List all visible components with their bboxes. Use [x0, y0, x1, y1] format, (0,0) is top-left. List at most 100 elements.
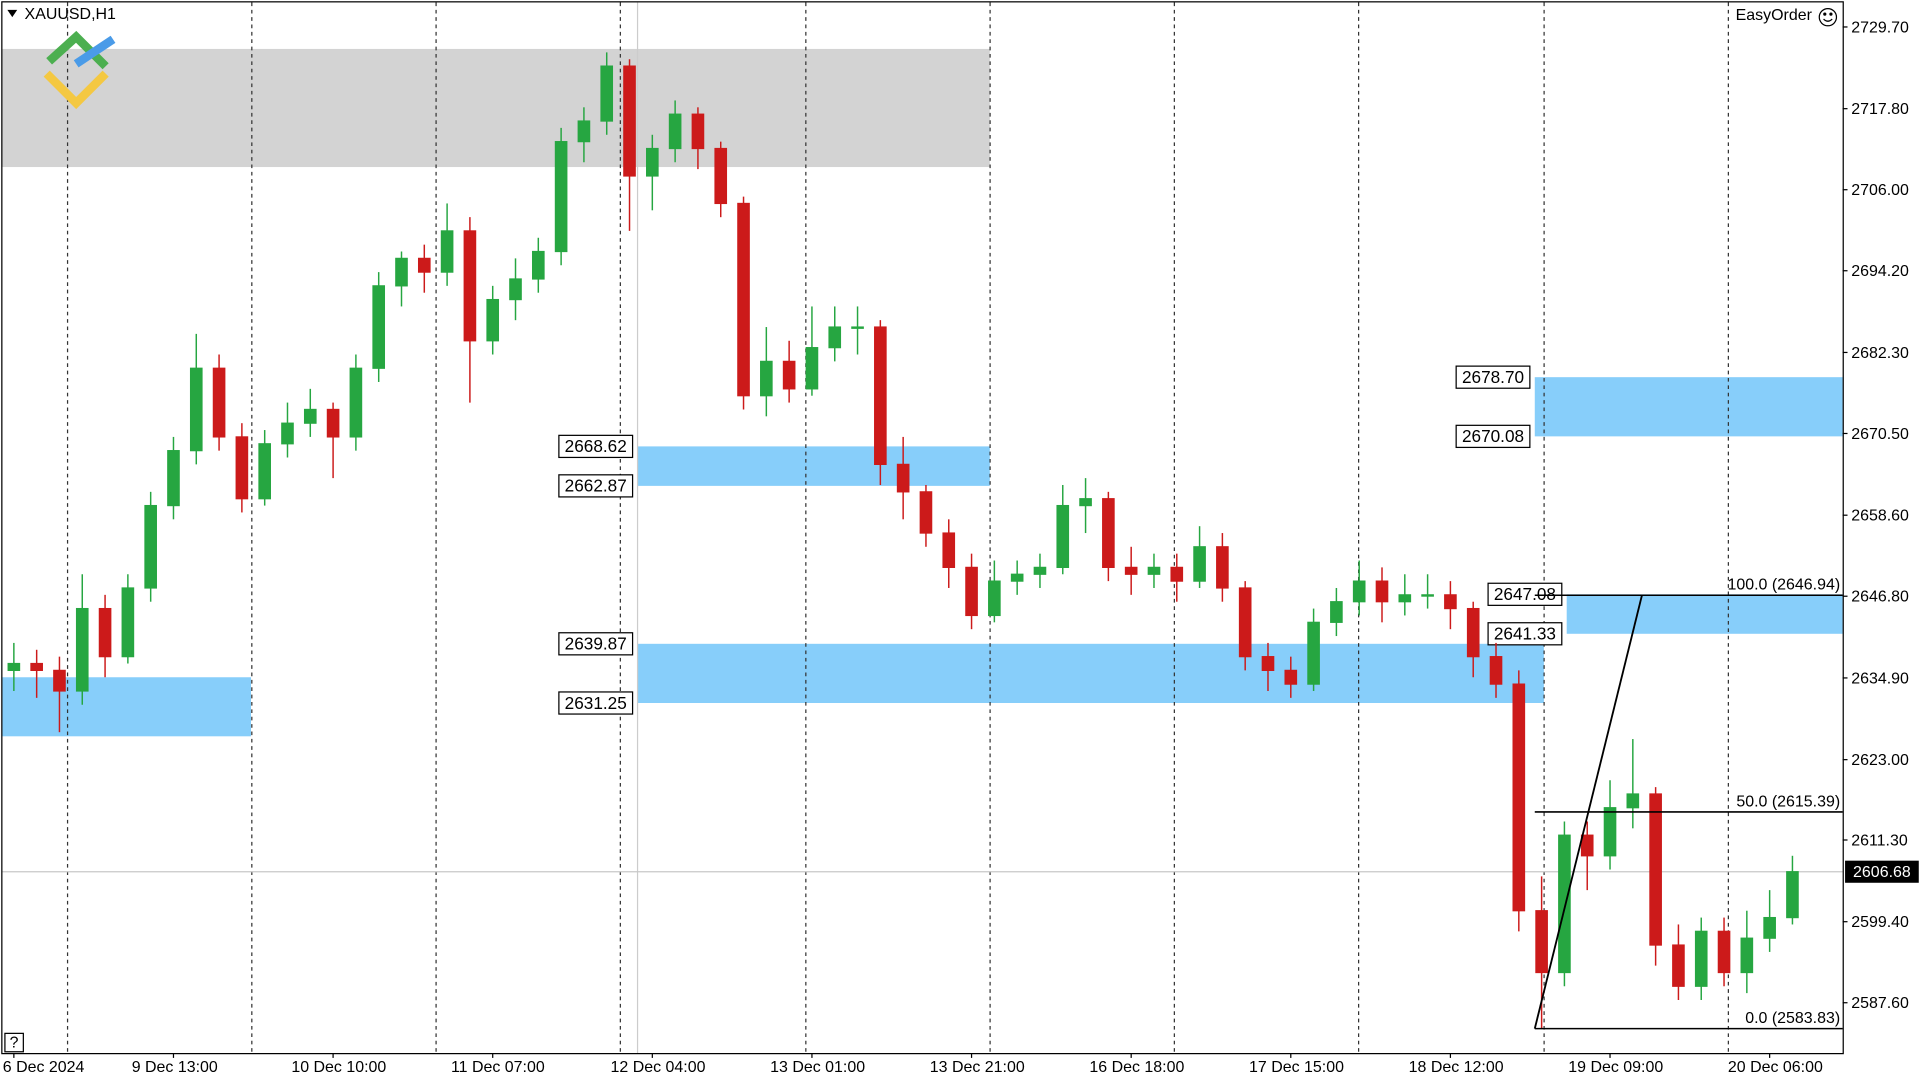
last-price-box [1845, 860, 1919, 883]
candle-body [554, 141, 568, 253]
plugin-label[interactable]: EasyOrder [1736, 7, 1813, 24]
price-label: 2670.08 [1462, 426, 1524, 446]
candle-body [30, 662, 43, 671]
candle-body [7, 662, 21, 671]
x-tick-label: 9 Dec 13:00 [132, 1059, 218, 1076]
candle-body [189, 367, 203, 452]
zone [2, 48, 990, 168]
x-tick-label: 20 Dec 06:00 [1728, 1059, 1823, 1076]
y-tick-label: 2729.70 [1851, 19, 1909, 36]
zone [637, 446, 990, 486]
price-label-box [1487, 582, 1563, 606]
menu-arrow[interactable] [7, 9, 18, 18]
candle-body [75, 607, 89, 692]
candle-body [212, 367, 226, 438]
candle-body [1102, 498, 1115, 568]
candle-body [1352, 580, 1366, 603]
candle-body [326, 408, 340, 438]
candle-body [1649, 793, 1662, 946]
price-label-box [1455, 365, 1531, 389]
price-label-box [558, 434, 634, 459]
candle-body [737, 202, 750, 397]
y-tick-label: 2599.40 [1851, 914, 1909, 931]
candle-body [1147, 566, 1161, 575]
plot-frame [1, 1, 1844, 1055]
price-label: 2678.70 [1462, 367, 1524, 387]
candle-body [1672, 944, 1685, 987]
candle-body [828, 326, 842, 349]
price-label-box [1455, 424, 1531, 449]
candle-body [988, 580, 1001, 617]
y-tick-label: 2646.80 [1851, 589, 1909, 606]
candle-body [463, 230, 477, 342]
plot: 2668.62 2662.87 2639.87 2631.25 2678.70 2670.… [2, 52, 1843, 1030]
candle-body [1535, 910, 1548, 974]
candle-body [349, 367, 363, 438]
candle-body [1216, 546, 1229, 589]
x-tick-label: 16 Dec 18:00 [1089, 1059, 1184, 1076]
fib-label: 100.0 (2646.94) [1727, 577, 1840, 594]
help-label[interactable]: ? [10, 1034, 19, 1051]
y-tick-label: 2694.20 [1851, 263, 1909, 280]
candle-body [805, 347, 819, 390]
x-tick-label: 12 Dec 04:00 [611, 1059, 706, 1076]
candle-body [1558, 834, 1571, 974]
candle-body [577, 120, 591, 143]
candle-body [1603, 807, 1617, 857]
candle-body [965, 566, 978, 617]
candle-body [942, 532, 956, 568]
zones [2, 48, 1843, 737]
candle-body [1056, 504, 1070, 568]
candle-body [1261, 656, 1275, 671]
candle-body [1284, 669, 1298, 685]
candle-body [1763, 916, 1776, 939]
x-tick-label: 13 Dec 01:00 [770, 1059, 865, 1076]
candle-body [1079, 498, 1092, 507]
fib-label: 50.0 (2615.39) [1736, 793, 1840, 810]
candle-body [1330, 601, 1343, 623]
candle-body [1010, 573, 1024, 582]
x-tick-label: 19 Dec 09:00 [1568, 1059, 1663, 1076]
candle-body [1421, 594, 1434, 597]
candle-body [1740, 937, 1754, 974]
candle-body [395, 257, 408, 287]
candle-body [1033, 566, 1047, 575]
candle-body [98, 607, 112, 658]
symbol-label: XAUUSD,H1 [25, 6, 116, 23]
candle-body [486, 298, 500, 342]
y-tick-label: 2670.50 [1851, 426, 1909, 443]
candle-body [1124, 566, 1138, 575]
x-tick-label: 18 Dec 12:00 [1409, 1059, 1504, 1076]
fib-label: 0.0 (2583.83) [1745, 1010, 1840, 1027]
price-label: 2647.08 [1494, 584, 1556, 604]
y-tick-label: 2587.60 [1851, 995, 1909, 1012]
price-label: 2639.87 [565, 634, 627, 654]
price-label: 2668.62 [565, 436, 627, 456]
period-separators [66, 2, 1729, 1053]
candle-body [1512, 683, 1526, 912]
candle-body [1170, 566, 1184, 582]
candle-body [1398, 594, 1412, 603]
y-tick-label: 2717.80 [1851, 101, 1909, 118]
trend-line [1533, 595, 1643, 1029]
candle-body [144, 504, 157, 589]
candle-body [760, 360, 773, 397]
help-box[interactable] [4, 1032, 24, 1053]
candle-body [281, 422, 294, 445]
candle-body [440, 230, 454, 273]
candle-body [1580, 834, 1594, 857]
zone [1566, 594, 1843, 634]
candle-body [1375, 580, 1389, 603]
x-tick-label: 17 Dec 15:00 [1249, 1059, 1344, 1076]
x-tick-label: 13 Dec 21:00 [930, 1059, 1025, 1076]
x-tick-label: 6 Dec 2024 [3, 1059, 85, 1076]
zone [1534, 377, 1843, 437]
candle-body [1466, 607, 1480, 658]
y-tick-label: 2611.30 [1851, 832, 1908, 849]
candle-body [53, 669, 66, 692]
y-tick-label: 2682.30 [1851, 345, 1909, 362]
candle-body [1626, 793, 1640, 809]
